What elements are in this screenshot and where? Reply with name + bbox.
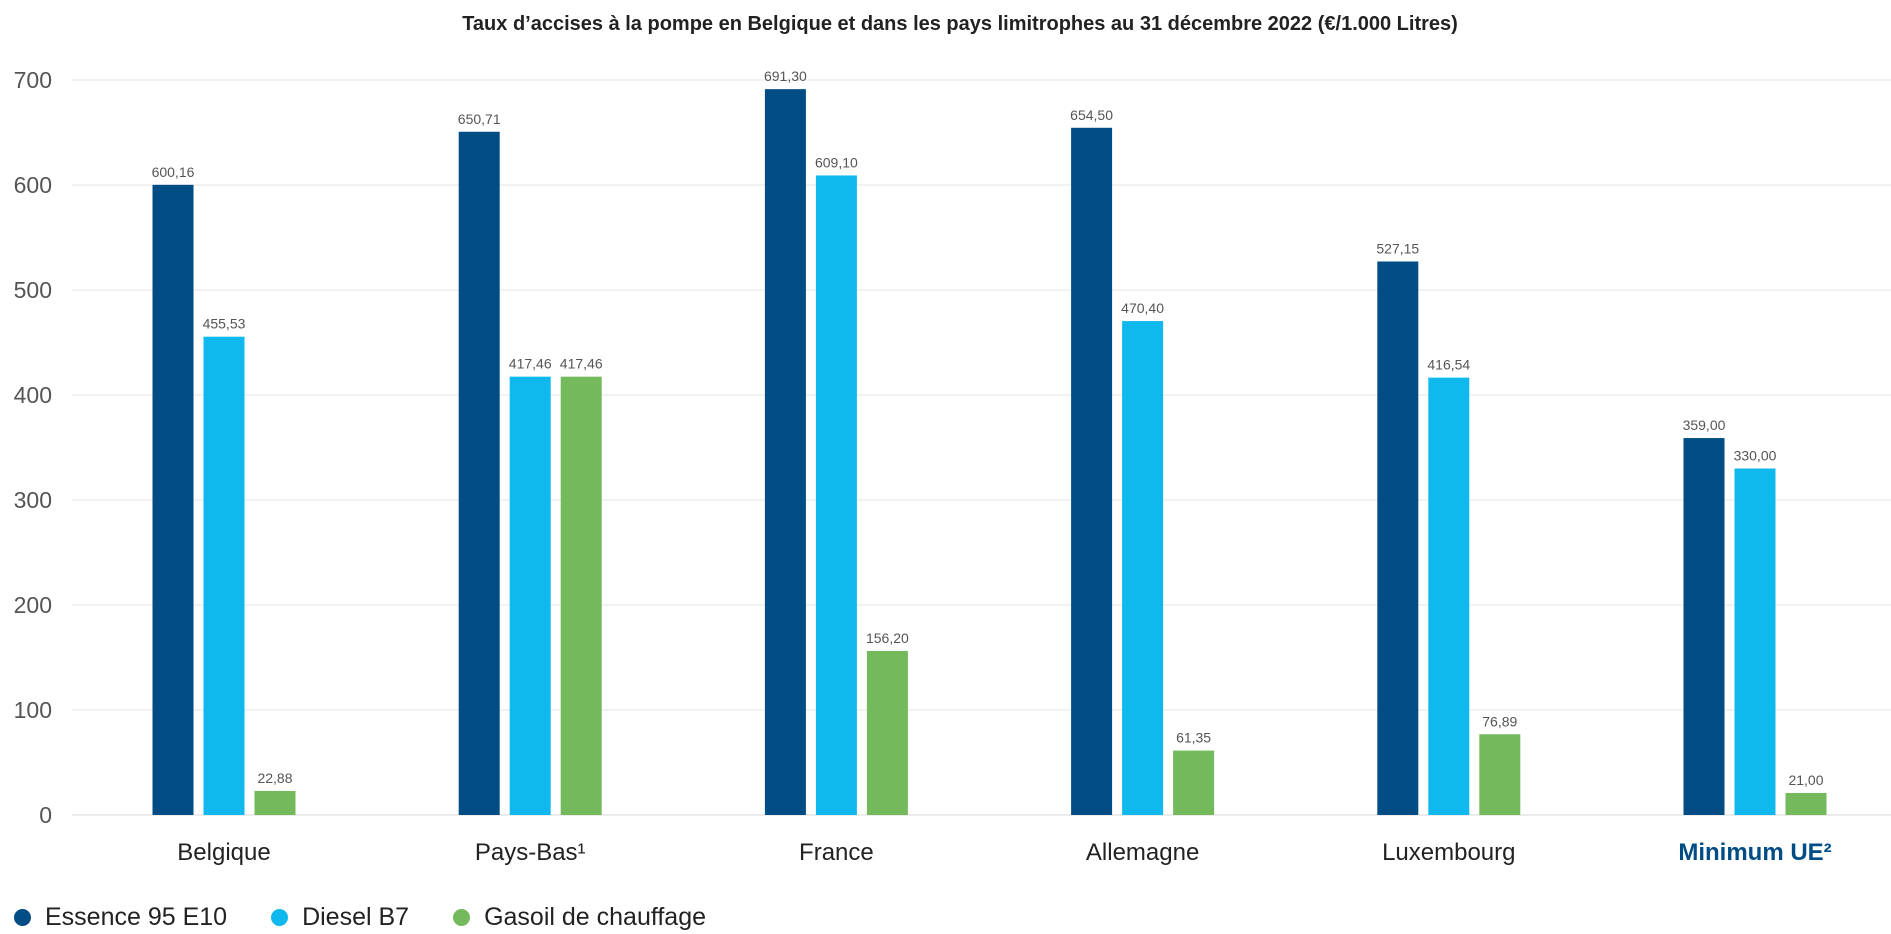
bar xyxy=(254,790,296,815)
data-label: 359,00 xyxy=(1683,417,1726,433)
data-label: 76,89 xyxy=(1482,713,1517,729)
x-tick-label: France xyxy=(799,839,874,866)
bar-chart: Taux d’accises à la pompe en Belgique et… xyxy=(14,13,1891,866)
data-label: 330,00 xyxy=(1734,448,1777,464)
bar xyxy=(1428,377,1470,815)
bar xyxy=(1071,127,1113,815)
data-label: 455,53 xyxy=(203,316,246,332)
data-label: 22,88 xyxy=(257,770,292,786)
data-label: 21,00 xyxy=(1788,772,1823,788)
bar xyxy=(203,336,245,815)
y-tick-label: 100 xyxy=(14,697,52,723)
data-label: 650,71 xyxy=(458,111,501,127)
y-tick-label: 400 xyxy=(14,382,52,408)
bar xyxy=(1683,438,1725,815)
x-tick-label: Pays-Bas¹ xyxy=(475,839,586,866)
x-tick-label: Belgique xyxy=(177,839,270,866)
bar xyxy=(509,376,551,815)
bar xyxy=(1785,792,1827,815)
y-tick-label: 700 xyxy=(14,67,52,93)
bars xyxy=(152,89,1827,815)
data-label: 416,54 xyxy=(1427,357,1470,373)
bar xyxy=(866,650,908,815)
bar xyxy=(1734,468,1776,815)
x-axis-ticks: Belgique Pays-Bas¹ France Allemagne Luxembou… xyxy=(177,839,1831,866)
bar xyxy=(1122,321,1164,815)
legend-label: Gasoil de chauffage xyxy=(484,902,707,931)
y-tick-label: 500 xyxy=(14,277,52,303)
legend-label: Essence 95 E10 xyxy=(45,902,228,931)
data-label: 691,30 xyxy=(764,68,807,84)
legend-swatch-icon xyxy=(453,908,471,926)
legend-label: Diesel B7 xyxy=(302,902,410,931)
data-label: 527,15 xyxy=(1376,240,1419,256)
legend-swatch-icon xyxy=(14,908,31,926)
legend-swatch-icon xyxy=(271,908,289,926)
bar xyxy=(815,175,857,815)
data-label: 654,50 xyxy=(1070,107,1113,123)
data-labels: 600,16 455,53 22,88 650,71 417,46 417,46 691,3… xyxy=(152,68,1824,788)
bar xyxy=(152,184,194,815)
data-label: 61,35 xyxy=(1176,730,1211,746)
chart-legend: Essence 95 E10 Diesel B7 Gasoil de chauffa… xyxy=(14,900,750,934)
data-label: 470,40 xyxy=(1121,300,1164,316)
y-tick-label: 200 xyxy=(14,592,52,618)
legend-item: Essence 95 E10 xyxy=(14,903,227,932)
x-tick-label: Minimum UE² xyxy=(1678,839,1831,866)
x-tick-label: Allemagne xyxy=(1086,839,1199,866)
data-label: 417,46 xyxy=(509,356,552,372)
x-tick-label: Luxembourg xyxy=(1382,839,1515,866)
chart-title: Taux d’accises à la pompe en Belgique et… xyxy=(462,13,1458,35)
data-label: 609,10 xyxy=(815,154,858,170)
data-label: 417,46 xyxy=(560,356,603,372)
bar xyxy=(1377,261,1419,815)
data-label: 600,16 xyxy=(152,164,195,180)
bar xyxy=(764,89,806,815)
y-tick-label: 0 xyxy=(39,802,52,828)
bar xyxy=(1479,734,1521,815)
data-label: 156,20 xyxy=(866,630,909,646)
legend-item: Diesel B7 xyxy=(271,903,409,932)
y-axis-ticks: 0 100 200 300 400 500 600 700 xyxy=(14,67,52,828)
y-tick-label: 600 xyxy=(14,172,52,198)
bar xyxy=(1173,750,1215,815)
gridlines xyxy=(72,79,1891,816)
legend-item: Gasoil de chauffage xyxy=(453,903,706,932)
y-tick-label: 300 xyxy=(14,487,52,513)
bar xyxy=(458,131,500,815)
bar xyxy=(560,376,602,815)
